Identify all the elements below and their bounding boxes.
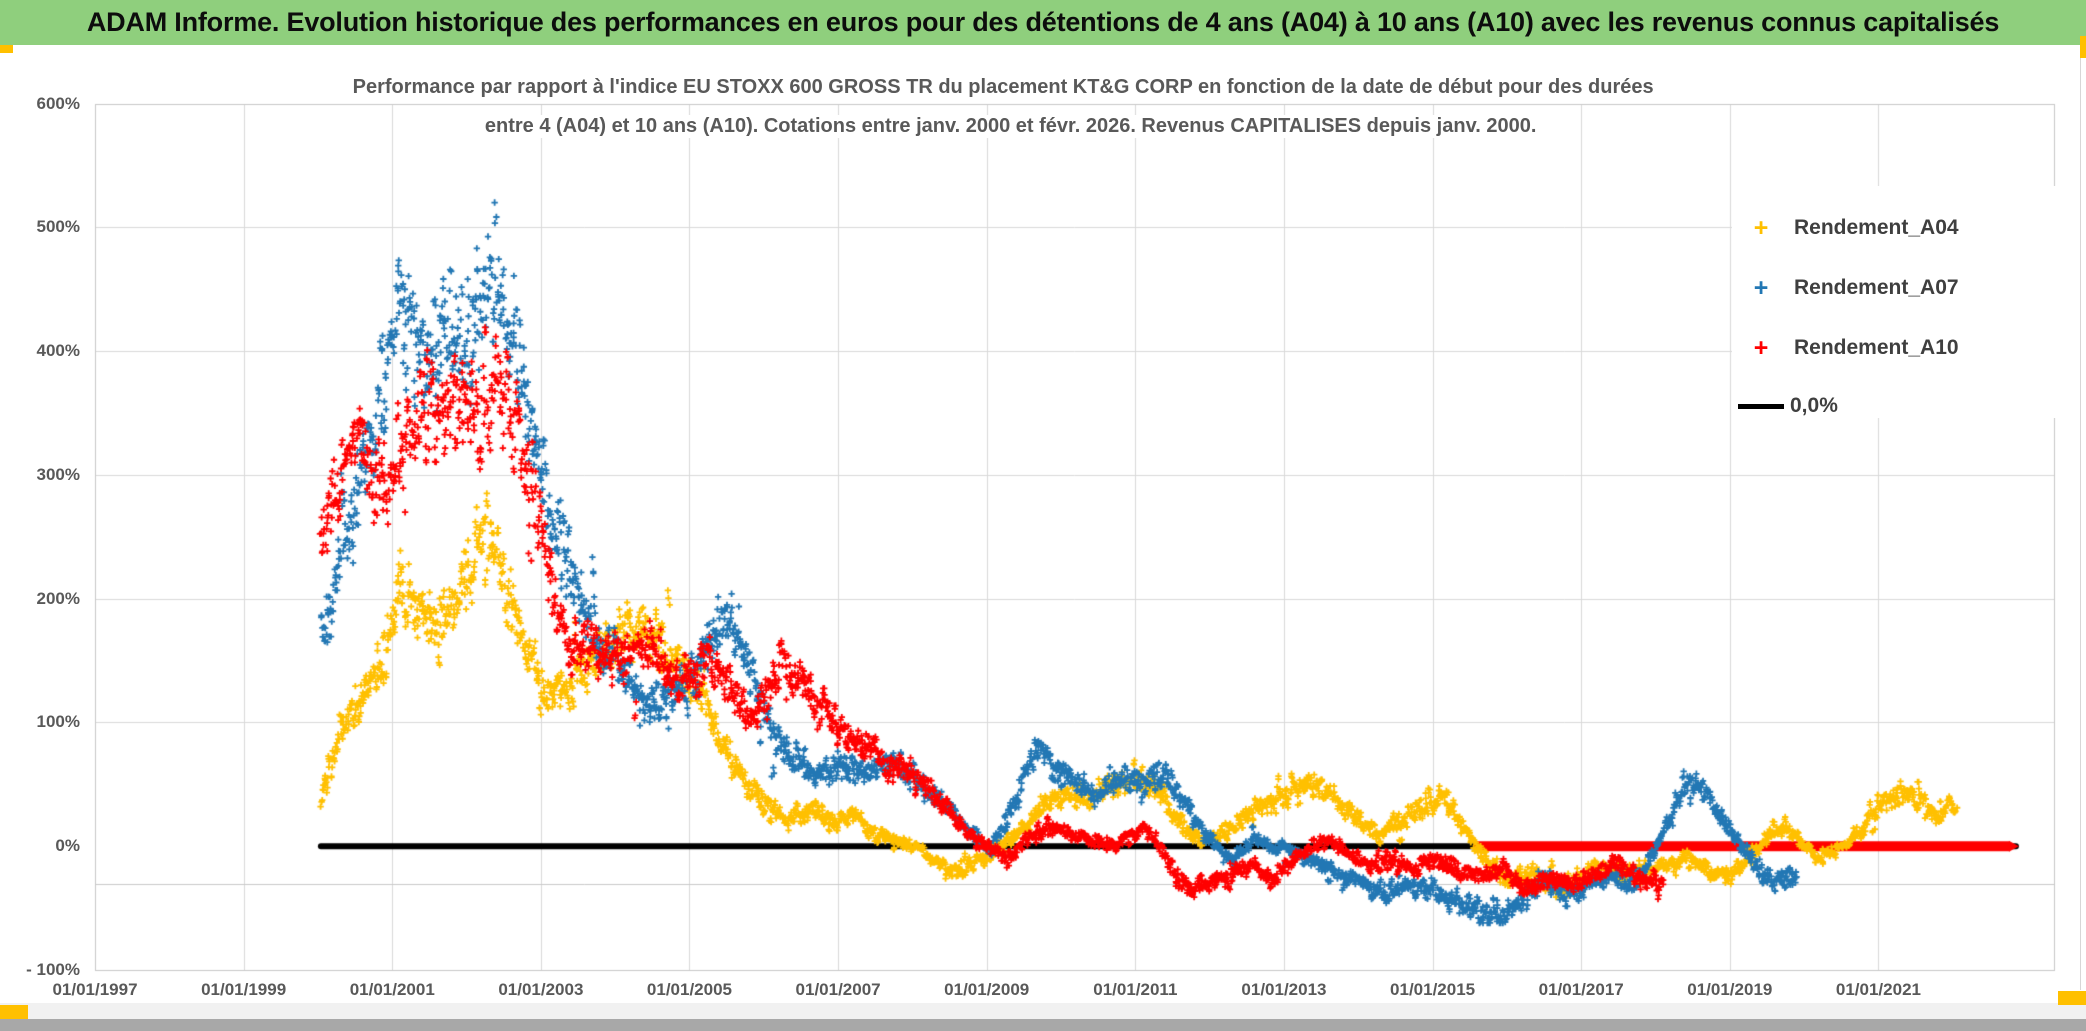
legend-item-rendement-a04: + Rendement_A04	[1732, 208, 2062, 248]
chart-frame-border	[2080, 56, 2081, 990]
plus-marker-icon: +	[1753, 214, 1769, 242]
chart-legend: + Rendement_A04 + Rendement_A07 + Rendement_A…	[1732, 186, 2062, 418]
legend-item-rendement-a07: + Rendement_A07	[1732, 268, 2062, 308]
x-tick-label: 01/01/2005	[646, 980, 733, 999]
y-tick-label: 200%	[36, 588, 80, 608]
x-tick-label: 01/01/1999	[201, 980, 287, 999]
x-tick-label: 01/01/2013	[1241, 980, 1327, 999]
x-tick-label: 01/01/2015	[1390, 980, 1476, 999]
bottom-light-strip	[0, 1003, 2086, 1019]
selection-handle-top-left	[0, 45, 13, 53]
legend-item-rendement-a10: + Rendement_A10	[1732, 328, 2062, 368]
selection-handle-bottom-left	[0, 1005, 28, 1019]
x-tick-label: 01/01/2001	[349, 980, 435, 999]
legend-label: Rendement_A04	[1794, 216, 1959, 239]
legend-label: 0,0%	[1790, 394, 1838, 417]
x-tick-label: 01/01/1997	[52, 980, 138, 999]
y-tick-label: 300%	[36, 464, 80, 484]
legend-item-0-0-: 0,0%	[1732, 386, 2062, 426]
plus-marker-icon: +	[1753, 274, 1769, 302]
plus-marker-icon: +	[1753, 334, 1769, 362]
y-tick-label: 100%	[36, 712, 80, 732]
chart-subtitle-line2: entre 4 (A04) et 10 ans (A10). Cotations…	[470, 115, 1551, 138]
legend-label: Rendement_A07	[1794, 276, 1959, 299]
x-tick-label: 01/01/2003	[498, 980, 584, 999]
zero-line-swatch	[1738, 403, 1784, 409]
y-tick-label: 600%	[36, 93, 80, 113]
x-tick-label: 01/01/2019	[1687, 980, 1773, 999]
y-tick-label: - 100%	[26, 959, 80, 979]
y-tick-label: 0%	[55, 836, 80, 856]
x-tick-label: 01/01/2017	[1538, 980, 1624, 999]
selection-handle-bottom-right	[2058, 991, 2086, 1005]
x-tick-label: 01/01/2007	[795, 980, 881, 999]
legend-label: Rendement_A10	[1794, 336, 1959, 359]
chart-subtitle-line1: Performance par rapport à l'indice EU ST…	[338, 76, 1668, 99]
bottom-gray-bar	[0, 1019, 2086, 1031]
y-tick-label: 400%	[36, 341, 80, 361]
selection-handle-top-right	[2080, 36, 2086, 58]
x-tick-label: 01/01/2021	[1835, 980, 1921, 999]
x-tick-label: 01/01/2009	[944, 980, 1030, 999]
x-tick-label: 01/01/2011	[1093, 980, 1178, 999]
y-tick-label: 500%	[36, 217, 80, 237]
